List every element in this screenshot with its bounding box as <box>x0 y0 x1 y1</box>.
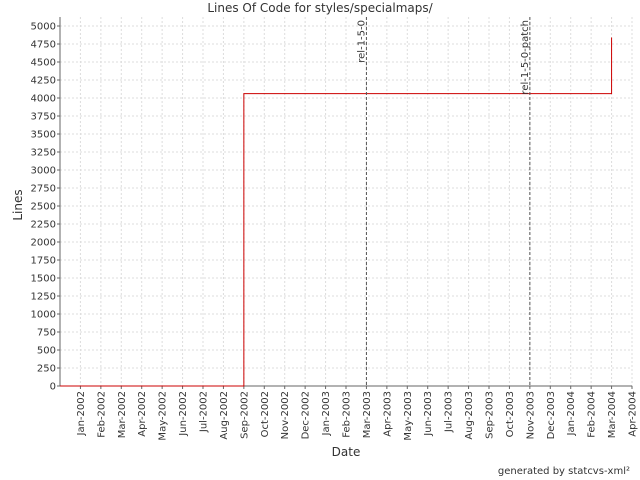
data-line <box>60 37 613 387</box>
x-tick-label: Mar-2003 <box>362 391 373 438</box>
y-axis-title: Lines <box>11 189 25 220</box>
y-tick-label: 2000 <box>31 238 56 249</box>
y-tick-label: 3500 <box>31 130 56 141</box>
x-axis-title: Date <box>332 445 361 459</box>
footer: generated by statcvs-xml² <box>498 466 630 477</box>
x-tick-label: Sep-2003 <box>485 391 496 439</box>
x-tick-label: Feb-2002 <box>96 391 107 438</box>
y-tick-label: 750 <box>37 328 56 339</box>
x-tick-label: Sep-2002 <box>239 391 250 439</box>
y-tick-label: 3250 <box>31 148 56 159</box>
y-tick-label: 4000 <box>31 94 56 105</box>
x-tick-label: Apr-2002 <box>137 391 148 437</box>
chart-title: Lines Of Code for styles/specialmaps/ <box>207 1 433 15</box>
y-tick-label: 1500 <box>31 274 56 285</box>
x-tick-label: Aug-2003 <box>464 391 475 440</box>
y-tick-label: 0 <box>50 382 56 393</box>
x-tick-label: Jun-2003 <box>423 391 434 437</box>
x-tick-label: Nov-2003 <box>525 391 536 439</box>
y-tick-label: 4500 <box>31 58 56 69</box>
x-tick-label: Dec-2002 <box>301 391 312 439</box>
y-tick-label: 3750 <box>31 112 56 123</box>
y-tick-label: 1000 <box>31 310 56 321</box>
y-tick-label: 1750 <box>31 256 56 267</box>
x-tick-label: Aug-2002 <box>219 391 230 440</box>
x-tick-label: Mar-2004 <box>607 391 618 438</box>
y-tick-label: 2250 <box>31 220 56 231</box>
y-tick-label: 250 <box>37 364 56 375</box>
x-tick-label: Nov-2002 <box>280 391 291 439</box>
annotation-label: rel-1-5-0 <box>356 20 367 63</box>
x-tick-label: Jul-2003 <box>444 391 455 433</box>
y-tick-label: 4750 <box>31 40 56 51</box>
x-tick-label: Feb-2004 <box>587 391 598 438</box>
y-tick-label: 1250 <box>31 292 56 303</box>
x-tick-label: Jul-2002 <box>199 391 210 433</box>
x-tick-label: Oct-2003 <box>505 391 516 437</box>
x-tick-label: Apr-2004 <box>628 391 639 437</box>
annotation-label: rel-1-5-0-patch <box>520 20 531 95</box>
y-tick-label: 4250 <box>31 76 56 87</box>
x-tick-label: Oct-2002 <box>260 391 271 437</box>
y-tick-label: 3000 <box>31 166 56 177</box>
y-tick-label: 2750 <box>31 184 56 195</box>
x-tick-label: Jan-2002 <box>76 391 87 436</box>
x-tick-label: May-2002 <box>158 391 169 441</box>
x-tick-label: Feb-2003 <box>342 391 353 438</box>
x-tick-label: Mar-2002 <box>117 391 128 438</box>
x-tick-label: Apr-2003 <box>382 391 393 437</box>
x-tick-label: Dec-2003 <box>546 391 557 439</box>
x-tick-label: Jan-2004 <box>566 391 577 436</box>
y-tick-label: 2500 <box>31 202 56 213</box>
y-tick-label: 500 <box>37 346 56 357</box>
x-tick-label: Jan-2003 <box>321 391 332 436</box>
x-tick-label: May-2003 <box>403 391 414 441</box>
y-tick-label: 5000 <box>31 22 56 33</box>
x-tick-label: Jun-2002 <box>178 391 189 437</box>
